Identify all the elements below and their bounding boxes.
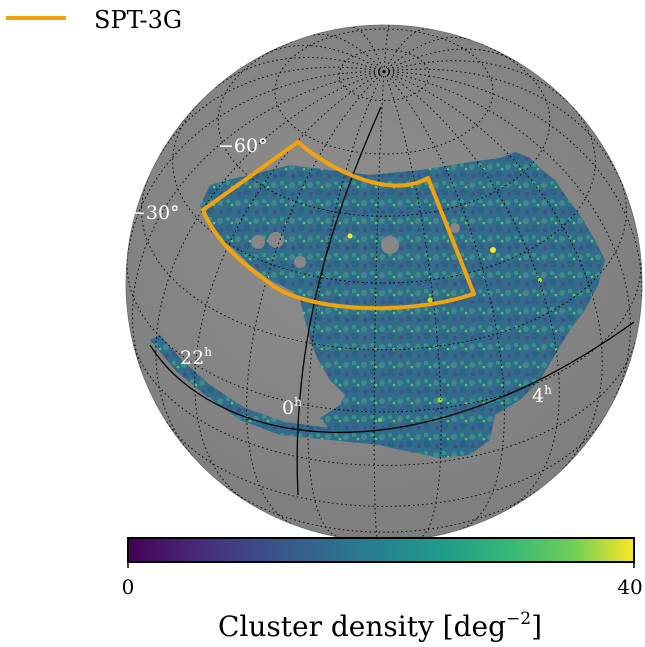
colorbar-title: Cluster density [deg−2] [218, 609, 542, 643]
graticule-line [352, 26, 385, 72]
graticule-line [246, 71, 385, 525]
ra-label-22h: 22h [180, 345, 212, 369]
colorbar-gradient [127, 537, 635, 563]
ra-label-0h: 0h [282, 395, 302, 419]
graticule-line [274, 28, 494, 155]
graticule-line [266, 44, 385, 73]
graticule-line [166, 418, 604, 507]
graticule-line [155, 71, 385, 457]
colorbar-min-label: 0 [122, 575, 135, 599]
graticule-line [213, 56, 385, 90]
ra-labels: 22h 0h 4h [180, 345, 552, 419]
graticule-line [383, 71, 642, 300]
colorbar-max-label: 40 [617, 575, 642, 599]
ra-label-4h: 4h [532, 383, 552, 407]
graticule-line [313, 34, 385, 73]
graticule-line [141, 176, 627, 351]
graticule-line [383, 71, 442, 540]
graticule-line [133, 340, 636, 466]
graticule-line [383, 48, 519, 73]
lat-labels: −60° −30° [130, 135, 268, 224]
lat-label-minus60: −60° [218, 135, 268, 157]
graticule-line [383, 71, 603, 472]
graticule-line [383, 71, 632, 400]
graticule-line [172, 102, 596, 284]
graticule-line [383, 36, 471, 73]
spt3g-footprint [201, 140, 476, 311]
graticule [126, 25, 642, 541]
graticule-line [194, 71, 385, 500]
cluster-density-map [150, 152, 605, 458]
equator-line [149, 321, 635, 434]
graticule-line [383, 28, 429, 72]
graticule-line [383, 60, 569, 104]
graticule-line [127, 71, 384, 256]
lat-label-minus30: −30° [130, 202, 180, 224]
legend: SPT-3G [6, 6, 182, 34]
colorbar: 0 40 Cluster density [deg−2] [122, 537, 643, 643]
graticule-line [158, 66, 385, 158]
graticule-line [307, 71, 385, 537]
graticule-line [338, 48, 430, 102]
legend-label: SPT-3G [94, 6, 182, 34]
